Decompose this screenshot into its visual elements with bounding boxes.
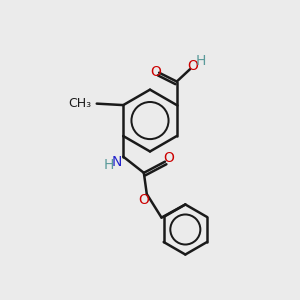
- Text: N: N: [112, 155, 122, 169]
- Text: O: O: [187, 59, 198, 73]
- Text: O: O: [164, 151, 174, 165]
- Text: H: H: [103, 158, 114, 172]
- Text: O: O: [138, 193, 149, 207]
- Text: O: O: [150, 65, 161, 79]
- Text: CH₃: CH₃: [68, 97, 92, 110]
- Text: H: H: [196, 54, 206, 68]
